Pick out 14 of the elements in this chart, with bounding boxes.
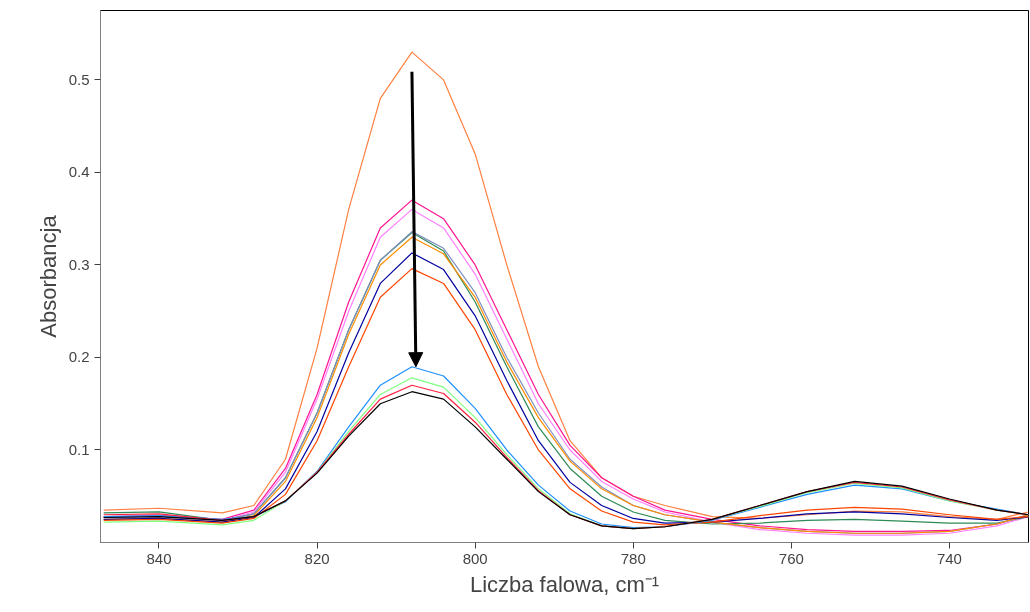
y-tick-label: 0.3 — [68, 255, 90, 273]
y-tick-label: 0.2 — [68, 348, 90, 366]
x-tick-label: 840 — [146, 549, 172, 567]
x-tick-label: 800 — [462, 549, 488, 567]
x-tick-label: 820 — [304, 549, 330, 567]
x-tick-label: 760 — [778, 549, 804, 567]
x-tick-label: 740 — [936, 549, 962, 567]
line-series — [103, 51, 1029, 520]
x-axis-title: Liczba falowa, cm⁻¹ — [469, 571, 660, 597]
y-axis-title: Absorbancja — [35, 214, 61, 338]
y-tick-label: 0.5 — [68, 70, 90, 88]
x-tick-label: 780 — [620, 549, 646, 567]
y-tick-label: 0.1 — [68, 440, 90, 458]
y-tick-label: 0.4 — [68, 163, 90, 181]
